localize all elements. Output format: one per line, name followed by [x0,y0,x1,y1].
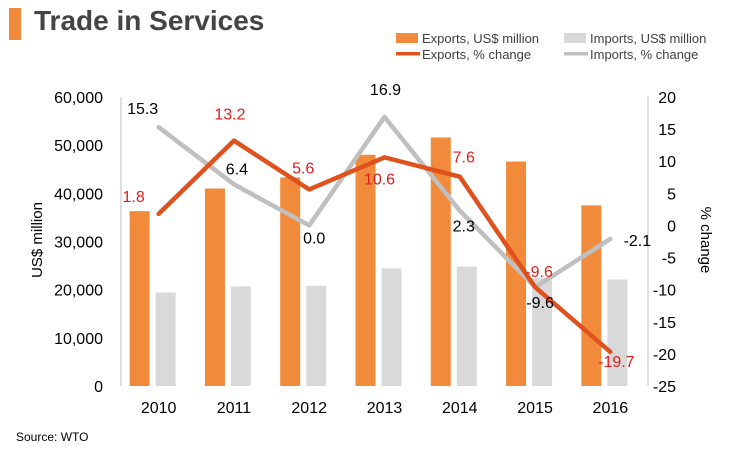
imports-bar [230,286,251,386]
legend-swatch-exports-line [396,52,420,56]
legend: Exports, US$ million Imports, US$ millio… [396,31,706,62]
x-tick-label: 2011 [217,400,252,417]
exports-bar [204,188,225,386]
x-tick-label: 2016 [593,400,629,417]
y2-tick-label: -20 [653,347,676,364]
x-tick-label: 2012 [291,400,327,417]
source-note: Source: WTO [16,430,89,444]
y-tick-label: 30,000 [54,235,103,252]
imports-bar [381,268,402,386]
exports-change-label: -9.6 [525,264,553,281]
legend-swatch-imports-line [564,52,588,56]
legend-swatch-exports-bar [396,33,418,43]
x-tick-label: 2014 [442,400,478,417]
y-axis-title: US$ million [29,202,46,278]
exports-change-label: 10.6 [364,171,395,188]
imports-change-label: 16.9 [370,82,401,99]
exports-change-label: 7.6 [453,150,475,167]
y2-tick-label: 15 [658,122,676,139]
y-tick-label: 40,000 [54,186,103,203]
imports-change-label: 6.4 [226,161,248,178]
x-tick-label: 2013 [367,400,403,417]
y2-axis-title: % change [697,207,714,274]
exports-bar [280,177,301,386]
x-tick-label: 2015 [517,400,553,417]
imports-change-label: -2.1 [624,233,652,250]
y-tick-label: 0 [94,379,103,396]
y2-tick-label: 10 [658,154,676,171]
exports-bar [506,161,527,386]
imports-bar [532,277,553,386]
legend-label-exports-line: Exports, % change [422,47,531,62]
imports-bar [607,279,628,386]
exports-change-label: 1.8 [123,189,145,206]
y2-tick-label: 5 [667,186,676,203]
exports-bar [129,211,150,386]
imports-change-line [156,114,613,290]
y2-tick-label: -25 [653,379,676,396]
page-title: Trade in Services [34,5,265,36]
imports-bar [456,266,477,386]
title-accent-bar [9,8,21,40]
imports-change-label: 0.0 [303,230,325,247]
y-tick-label: 20,000 [54,283,103,300]
imports-bar [155,292,176,386]
exports-change-label: 13.2 [214,107,245,124]
exports-change-label: 5.6 [292,160,314,177]
imports-bar [306,285,327,386]
imports-change-label: 2.3 [453,219,475,236]
legend-label-imports-line: Imports, % change [590,47,698,62]
y2-tick-label: 0 [667,218,676,235]
exports-bar [355,154,376,386]
exports-change-line [156,138,613,355]
y-tick-label: 10,000 [54,331,103,348]
legend-swatch-imports-bar [564,33,586,43]
legend-label-exports-bar: Exports, US$ million [422,31,539,46]
y2-tick-label: -5 [662,251,676,268]
y2-tick-label: -10 [653,283,676,300]
y2-tick-label: -15 [653,315,676,332]
y-tick-label: 60,000 [54,90,103,107]
exports-bar [430,137,451,386]
exports-change-label: -19.7 [598,354,635,371]
y2-tick-label: 20 [658,90,676,107]
legend-label-imports-bar: Imports, US$ million [590,31,706,46]
imports-change-label: -9.6 [526,295,554,312]
imports-change-label: 15.3 [127,101,158,118]
y-tick-label: 50,000 [54,138,103,155]
x-tick-label: 2010 [141,400,177,417]
